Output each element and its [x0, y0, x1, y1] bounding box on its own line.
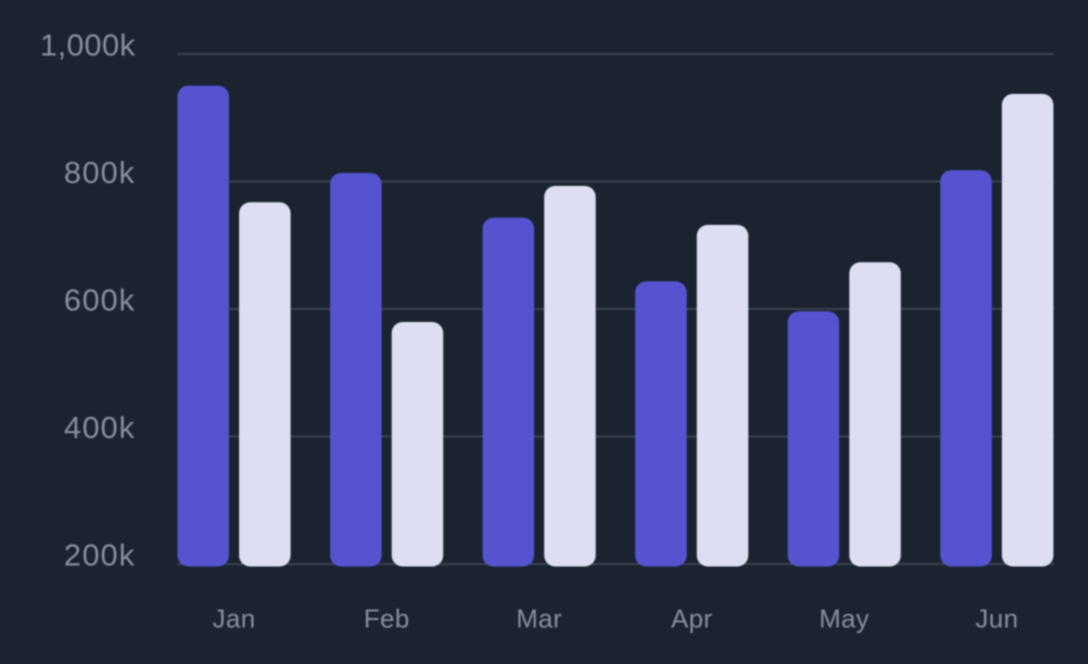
- svg-text:1,000k: 1,000k: [40, 28, 136, 63]
- svg-text:Mar: Mar: [516, 604, 562, 634]
- svg-text:Apr: Apr: [671, 604, 713, 634]
- svg-text:200k: 200k: [64, 538, 136, 573]
- svg-text:May: May: [819, 604, 869, 634]
- svg-text:400k: 400k: [64, 410, 136, 445]
- svg-text:800k: 800k: [64, 155, 136, 190]
- svg-text:Jun: Jun: [975, 604, 1018, 634]
- svg-text:Jan: Jan: [213, 604, 256, 634]
- svg-text:Feb: Feb: [364, 604, 410, 634]
- svg-text:600k: 600k: [64, 283, 136, 318]
